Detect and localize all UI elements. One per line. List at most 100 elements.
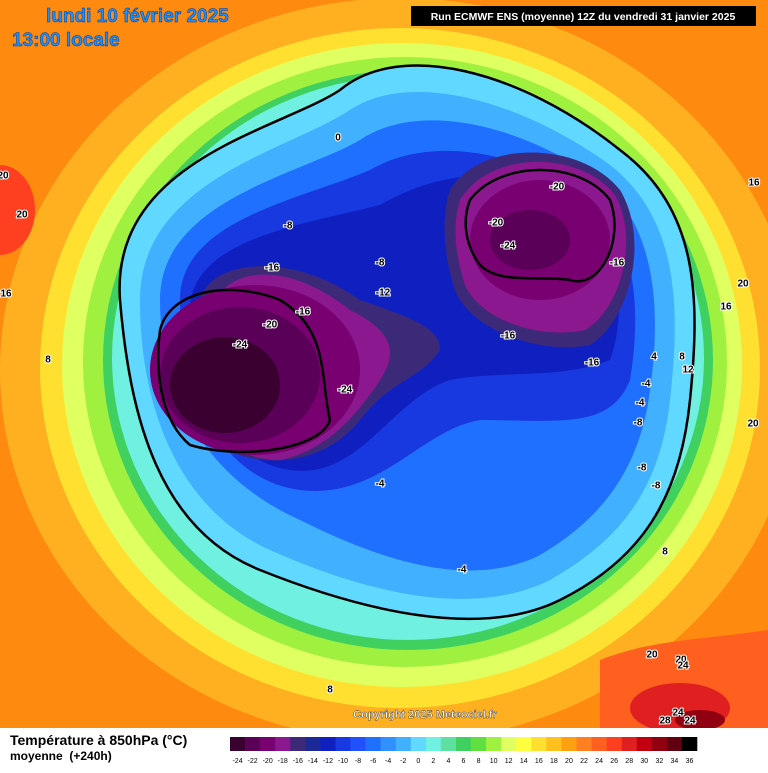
contour-label: -4 <box>458 565 467 576</box>
contour-label: 20 <box>0 171 9 182</box>
contour-label: 8 <box>679 352 685 363</box>
contour-label: 12 <box>682 365 694 376</box>
contour-label: 16 <box>748 178 760 189</box>
contour-label: -8 <box>634 418 643 429</box>
colorbar-cell <box>290 737 306 751</box>
colorbar-cell <box>260 737 276 751</box>
colorbar-label: -12 <box>323 758 333 765</box>
forecast-time: 13:00 locale <box>12 30 120 51</box>
colorbar-cell <box>561 737 577 751</box>
contour-label: -4 <box>636 398 645 409</box>
colorbar-label: -6 <box>370 758 376 765</box>
colorbar-cell <box>455 737 472 751</box>
colorbar-cell <box>681 737 698 751</box>
contour-label: -16 <box>265 263 280 274</box>
colorbar-cell <box>576 737 592 751</box>
contour-label: 20 <box>747 419 759 430</box>
run-info: Run ECMWF ENS (moyenne) 12Z du vendredi … <box>431 11 736 23</box>
contour-label: 8 <box>662 547 668 558</box>
colorbar-cell <box>501 737 517 751</box>
colorbar-label: 24 <box>595 758 603 765</box>
colorbar-cell <box>245 737 261 751</box>
contour-label: -20 <box>550 182 565 193</box>
colorbar-label: 26 <box>610 758 618 765</box>
copyright: Copyright 2025 Meteociel.fr <box>353 709 497 721</box>
contour-label: -16 <box>296 307 311 318</box>
contour-label: 20 <box>675 655 687 666</box>
colorbar-cell <box>486 737 502 751</box>
colorbar-label: -8 <box>355 758 361 765</box>
colorbar-cell <box>275 737 291 751</box>
contour-label: -24 <box>233 340 248 351</box>
colorbar-cell <box>531 737 547 751</box>
colorbar-label: 0 <box>416 758 420 765</box>
colorbar-label: 32 <box>655 758 663 765</box>
colorbar-cell <box>335 737 351 751</box>
colorbar-cell <box>425 737 442 751</box>
colorbar-label: -20 <box>263 758 273 765</box>
colorbar-cell <box>636 737 653 751</box>
contour-label: 20 <box>646 650 658 661</box>
contour-label: 4 <box>651 352 657 363</box>
contour-label: 0 <box>335 133 341 144</box>
colorbar-cell <box>606 737 622 751</box>
colorbar-label: -24 <box>232 758 242 765</box>
colorbar-label: 36 <box>686 758 694 765</box>
colorbar-cell <box>350 737 366 751</box>
contour-label: 24 <box>672 708 684 719</box>
colorbar-cell <box>230 737 246 751</box>
colorbar-cell <box>365 737 381 751</box>
colorbar-cell <box>440 737 457 751</box>
colorbar-label: 18 <box>550 758 558 765</box>
colorbar-label: -22 <box>248 758 258 765</box>
contour-label: 20 <box>16 210 28 221</box>
legend-subtitle: moyenne (+240h) <box>10 749 112 763</box>
contour-label: -20 <box>263 320 278 331</box>
contour-label: -24 <box>338 385 353 396</box>
contour-label: -8 <box>284 221 293 232</box>
colorbar-cell <box>591 737 607 751</box>
colorbar-label: 34 <box>671 758 679 765</box>
contour-label: -16 <box>501 331 516 342</box>
colorbar-label: 6 <box>462 758 466 765</box>
colorbar-cell <box>516 737 532 751</box>
contour-label: -24 <box>501 241 516 252</box>
colorbar-cell <box>546 737 562 751</box>
contour-label: -12 <box>376 288 391 299</box>
colorbar-cell <box>395 737 412 751</box>
colorbar-label: 2 <box>431 758 435 765</box>
colorbar-label: 28 <box>625 758 633 765</box>
contour-label: -4 <box>376 479 385 490</box>
colorbar-label: 8 <box>477 758 481 765</box>
colorbar-label: -18 <box>278 758 288 765</box>
colorbar: -24 -22 -20 -18 -16 -14 -12 -10 -8 -6 -4 -2 0 2 4 6 8 10 1… <box>230 737 698 765</box>
colorbar-label: 10 <box>490 758 498 765</box>
colorbar-label: -10 <box>338 758 348 765</box>
contour-label: 8 <box>327 685 333 696</box>
contour-label: 28 <box>659 716 671 727</box>
contour-label: 24 <box>677 661 689 672</box>
contour-label: -20 <box>489 218 504 229</box>
colorbar-label: 16 <box>535 758 543 765</box>
colorbar-cell <box>305 737 321 751</box>
colorbar-label: 12 <box>505 758 513 765</box>
contour-label: 16 <box>720 302 732 313</box>
colorbar-cell <box>410 737 427 751</box>
contour-label: 20 <box>737 279 749 290</box>
contour-label: 24 <box>684 716 696 727</box>
colorbar-cell <box>651 737 668 751</box>
colorbar-cell <box>380 737 397 751</box>
colorbar-label: 14 <box>520 758 528 765</box>
colorbar-cell <box>320 737 336 751</box>
contour-label: 16 <box>0 289 12 300</box>
colorbar-label: -4 <box>385 758 391 765</box>
contour-label: -8 <box>376 258 385 269</box>
contour-label: -4 <box>642 379 651 390</box>
forecast-date: lundi 10 février 2025 <box>46 6 229 27</box>
contour-label: -16 <box>610 258 625 269</box>
colorbar-cell <box>666 737 683 751</box>
contour-label: -8 <box>638 463 647 474</box>
colorbar-label: -2 <box>400 758 406 765</box>
